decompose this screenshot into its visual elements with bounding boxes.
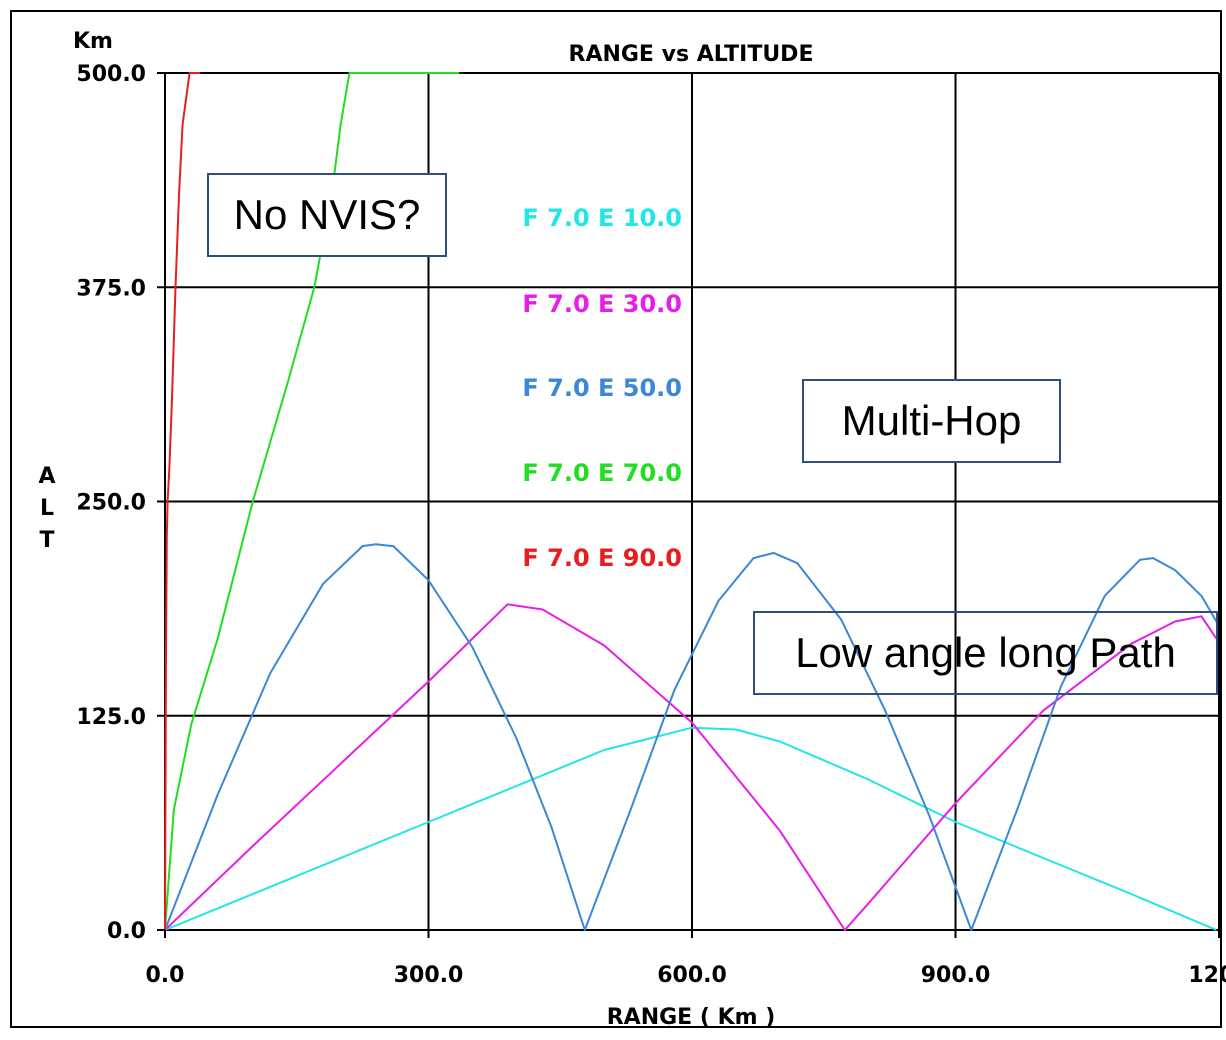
y-tick-label-3: 375.0 [76,276,146,301]
y-unit-label: Km [73,29,113,54]
legend-entry-1: F 7.0 E 30.0 [522,290,682,318]
legend: F 7.0 E 10.0 F 7.0 E 30.0 F 7.0 E 50.0 F 7.… [522,204,682,572]
y-axis-label-char-0: A [38,464,55,489]
annotation-low-angle-long-path: Low angle long Path [753,611,1218,695]
y-tick-label-1: 125.0 [76,705,146,730]
y-tick-label-2: 250.0 [76,491,146,516]
x-tick-label-3: 900.0 [921,963,991,988]
legend-entry-3: F 7.0 E 70.0 [522,459,682,487]
annotation-no-nvis: No NVIS? [207,173,447,257]
series-line-1 [164,603,1218,931]
legend-entry-4: F 7.0 E 90.0 [522,544,682,572]
legend-entry-2: F 7.0 E 50.0 [522,374,682,402]
y-tick-label-0: 0.0 [107,919,146,944]
y-tick-label-4: 500.0 [76,62,146,87]
annotation-multi-hop: Multi-Hop [802,379,1061,463]
chart-title: RANGE vs ALTITUDE [569,42,814,67]
x-axis-label: RANGE ( Km ) [607,1005,776,1030]
series-line-3 [164,72,460,931]
x-tick-label-1: 300.0 [394,963,464,988]
series-line-4 [164,72,201,931]
series-group [164,72,1218,931]
series-line-2 [164,543,1218,931]
x-tick-label-0: 0.0 [146,963,185,988]
ticks-group: 0.0 300.0 600.0 900.0 1200 0.0 125.0 250.0 375.0… [76,62,1226,988]
legend-entry-0: F 7.0 E 10.0 [522,204,682,232]
x-tick-label-2: 600.0 [657,963,727,988]
y-axis-label: ALT [38,464,55,553]
y-axis-label-char-1: L [40,496,54,521]
x-tick-label-4: 1200 [1188,963,1226,988]
series-line-0 [164,726,1217,931]
y-axis-label-char-2: T [39,528,54,553]
